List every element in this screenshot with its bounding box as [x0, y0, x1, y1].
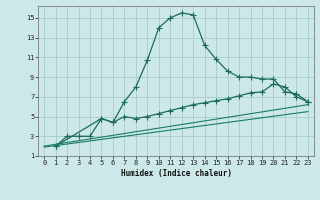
X-axis label: Humidex (Indice chaleur): Humidex (Indice chaleur) [121, 169, 231, 178]
